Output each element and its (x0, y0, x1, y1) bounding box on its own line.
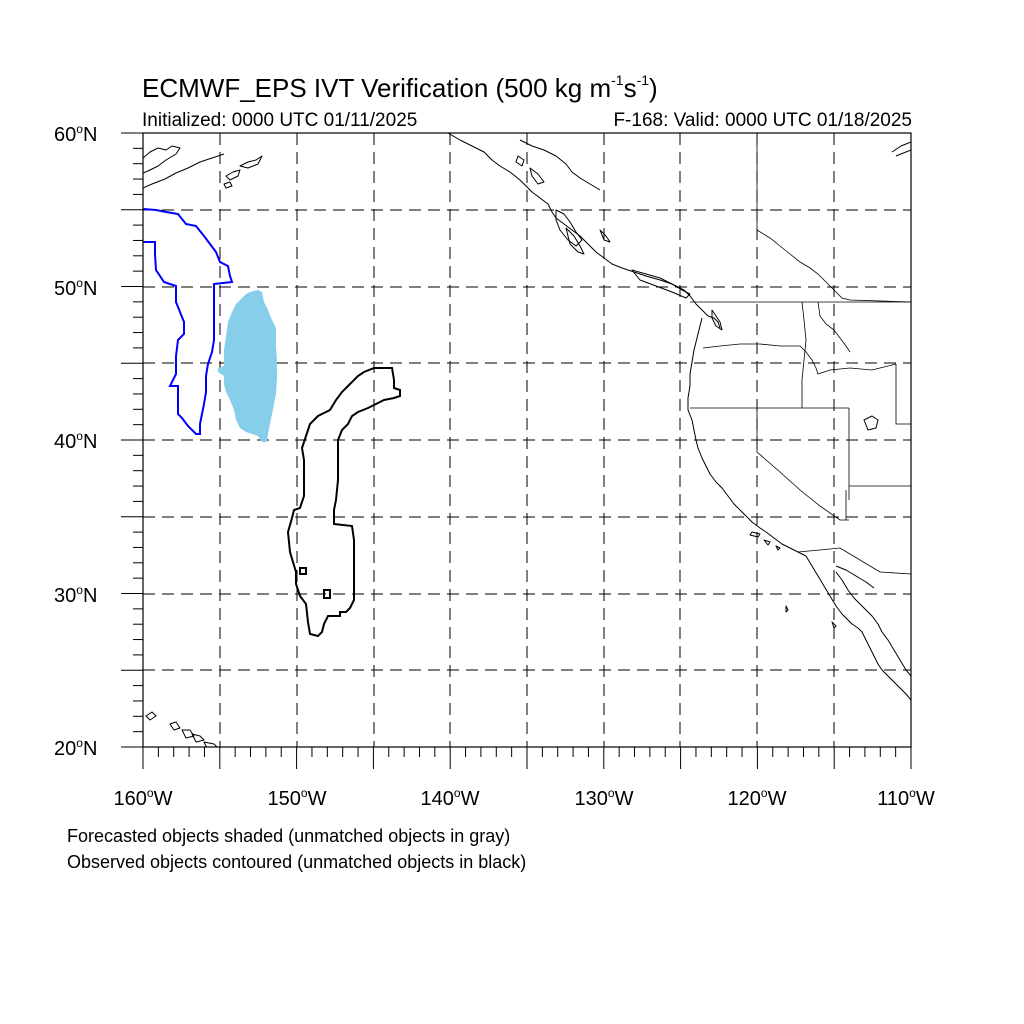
lat-label-50n: 50oN (54, 276, 98, 300)
forecast-object-shaded (218, 290, 277, 442)
observed-object-unmatched-hole-2 (323, 589, 331, 599)
lon-label-110w: 110oW (877, 786, 935, 810)
political-boundaries (690, 133, 911, 575)
map-title: ECMWF_EPS IVT Verification (500 kg m-1s-… (142, 72, 658, 103)
lon-label-140w: 140oW (420, 786, 480, 810)
initialized-time: Initialized: 0000 UTC 01/11/2025 (142, 110, 418, 131)
observed-object-unmatched-hole-1 (299, 567, 307, 575)
coastlines (143, 133, 911, 747)
lat-label-40n: 40oN (54, 429, 98, 453)
lat-label-60n: 60oN (54, 122, 98, 146)
map-content (143, 133, 911, 747)
lat-label-30n: 30oN (54, 583, 98, 607)
lon-label-160w: 160oW (113, 786, 173, 810)
footnote-observed: Observed objects contoured (unmatched ob… (67, 852, 527, 872)
lon-label-130w: 130oW (574, 786, 634, 810)
tick-marks (121, 132, 912, 769)
lon-label-120w: 120oW (727, 786, 787, 810)
graticule (143, 133, 911, 747)
lat-label-20n: 20oN (54, 736, 98, 760)
lon-label-150w: 150oW (267, 786, 327, 810)
observed-object-matched (143, 208, 234, 435)
footnote-forecast: Forecasted objects shaded (unmatched obj… (67, 826, 511, 846)
valid-time: F-168: Valid: 0000 UTC 01/18/2025 (613, 110, 912, 131)
observed-object-unmatched (286, 367, 401, 638)
